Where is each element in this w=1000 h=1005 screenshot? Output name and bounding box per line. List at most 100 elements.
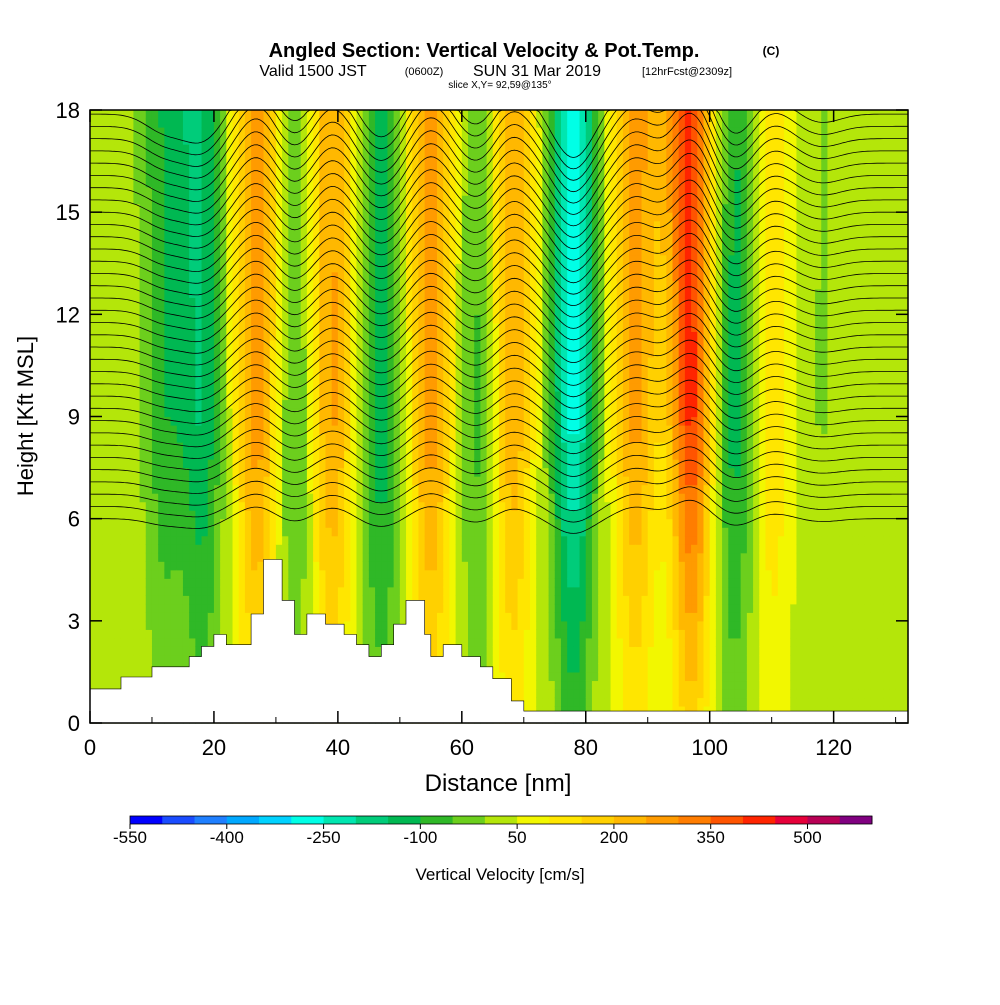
heatmap-cell	[108, 561, 116, 571]
heatmap-cell	[108, 127, 116, 137]
heatmap-cell	[127, 637, 134, 647]
heatmap-cell	[517, 603, 525, 613]
heatmap-cell	[393, 399, 401, 409]
heatmap-cell	[244, 569, 252, 579]
heatmap-cell	[424, 493, 432, 503]
heatmap-cell	[474, 552, 482, 562]
heatmap-cell	[381, 110, 389, 120]
heatmap-cell	[350, 484, 358, 494]
heatmap-cell	[269, 161, 277, 171]
heatmap-cell	[151, 331, 159, 341]
heatmap-cell	[275, 459, 283, 469]
heatmap-cell	[412, 442, 420, 452]
heatmap-cell	[108, 484, 116, 494]
heatmap-cell	[182, 271, 190, 281]
heatmap-cell	[232, 569, 240, 579]
heatmap-cell	[461, 331, 469, 341]
heatmap-cell	[443, 314, 451, 324]
heatmap-cell	[399, 169, 407, 179]
heatmap-cell	[288, 322, 296, 332]
heatmap-cell	[455, 450, 463, 460]
heatmap-cell	[213, 595, 221, 605]
heatmap-cell	[195, 373, 203, 384]
heatmap-cell	[108, 527, 116, 537]
heatmap-cell	[375, 263, 382, 273]
heatmap-cell	[492, 637, 500, 647]
heatmap-cell	[350, 314, 358, 324]
heatmap-cell	[381, 263, 389, 273]
heatmap-cell	[499, 356, 506, 367]
heatmap-cell	[325, 407, 333, 418]
heatmap-cell	[201, 314, 209, 324]
heatmap-cell	[474, 365, 482, 375]
heatmap-cell	[325, 373, 333, 384]
heatmap-cell	[257, 169, 265, 179]
heatmap-cell	[474, 297, 482, 307]
heatmap-cell	[195, 518, 203, 528]
heatmap-cell	[201, 527, 209, 537]
heatmap-cell	[350, 220, 358, 230]
heatmap-cell	[102, 339, 110, 349]
heatmap-cell	[145, 433, 153, 443]
heatmap-cell	[158, 629, 165, 639]
heatmap-cell	[232, 288, 240, 298]
heatmap-cell	[480, 339, 488, 349]
heatmap-cell	[430, 254, 438, 264]
heatmap-cell	[120, 510, 128, 520]
heatmap-cell	[306, 527, 314, 537]
heatmap-cell	[114, 646, 122, 656]
heatmap-cell	[486, 407, 494, 418]
heatmap-cell	[207, 118, 215, 128]
heatmap-cell	[232, 407, 240, 418]
heatmap-cell	[455, 407, 463, 418]
heatmap-cell	[139, 127, 147, 137]
heatmap-cell	[232, 263, 240, 273]
heatmap-cell	[189, 263, 196, 273]
heatmap-cell	[294, 322, 302, 332]
heatmap-cell	[182, 603, 190, 613]
heatmap-cell	[127, 527, 134, 537]
heatmap-cell	[263, 339, 271, 349]
heatmap-cell	[449, 578, 457, 588]
heatmap-cell	[201, 237, 209, 247]
heatmap-cell	[455, 263, 463, 273]
heatmap-cell	[505, 595, 512, 605]
heatmap-cell	[474, 331, 482, 341]
heatmap-cell	[207, 390, 215, 401]
heatmap-cell	[449, 569, 457, 579]
heatmap-cell	[492, 442, 500, 452]
heatmap-cell	[96, 646, 103, 656]
heatmap-cell	[114, 314, 122, 324]
heatmap-cell	[164, 586, 172, 596]
heatmap-cell	[430, 476, 438, 486]
heatmap-cell	[96, 603, 103, 613]
heatmap-cell	[127, 161, 134, 171]
heatmap-cell	[412, 467, 420, 477]
heatmap-cell	[176, 518, 184, 528]
heatmap-cell	[151, 220, 159, 230]
heatmap-cell	[344, 459, 351, 469]
heatmap-cell	[306, 161, 314, 171]
heatmap-cell	[449, 561, 457, 571]
heatmap-cell	[207, 365, 215, 375]
heatmap-cell	[505, 314, 512, 324]
heatmap-cell	[96, 280, 103, 290]
heatmap-cell	[90, 365, 97, 375]
heatmap-cell	[412, 527, 420, 537]
heatmap-cell	[381, 348, 389, 358]
heatmap-cell	[120, 518, 128, 528]
heatmap-cell	[108, 390, 116, 401]
heatmap-cell	[492, 527, 500, 537]
heatmap-cell	[220, 356, 227, 367]
heatmap-cell	[176, 127, 184, 137]
heatmap-cell	[337, 212, 345, 222]
heatmap-cell	[220, 586, 227, 596]
heatmap-cell	[393, 578, 401, 588]
heatmap-cell	[505, 169, 512, 179]
heatmap-cell	[164, 365, 172, 375]
heatmap-cell	[480, 518, 488, 528]
heatmap-cell	[139, 399, 147, 409]
heatmap-cell	[182, 127, 190, 137]
heatmap-cell	[511, 135, 519, 145]
heatmap-cell	[158, 135, 165, 145]
